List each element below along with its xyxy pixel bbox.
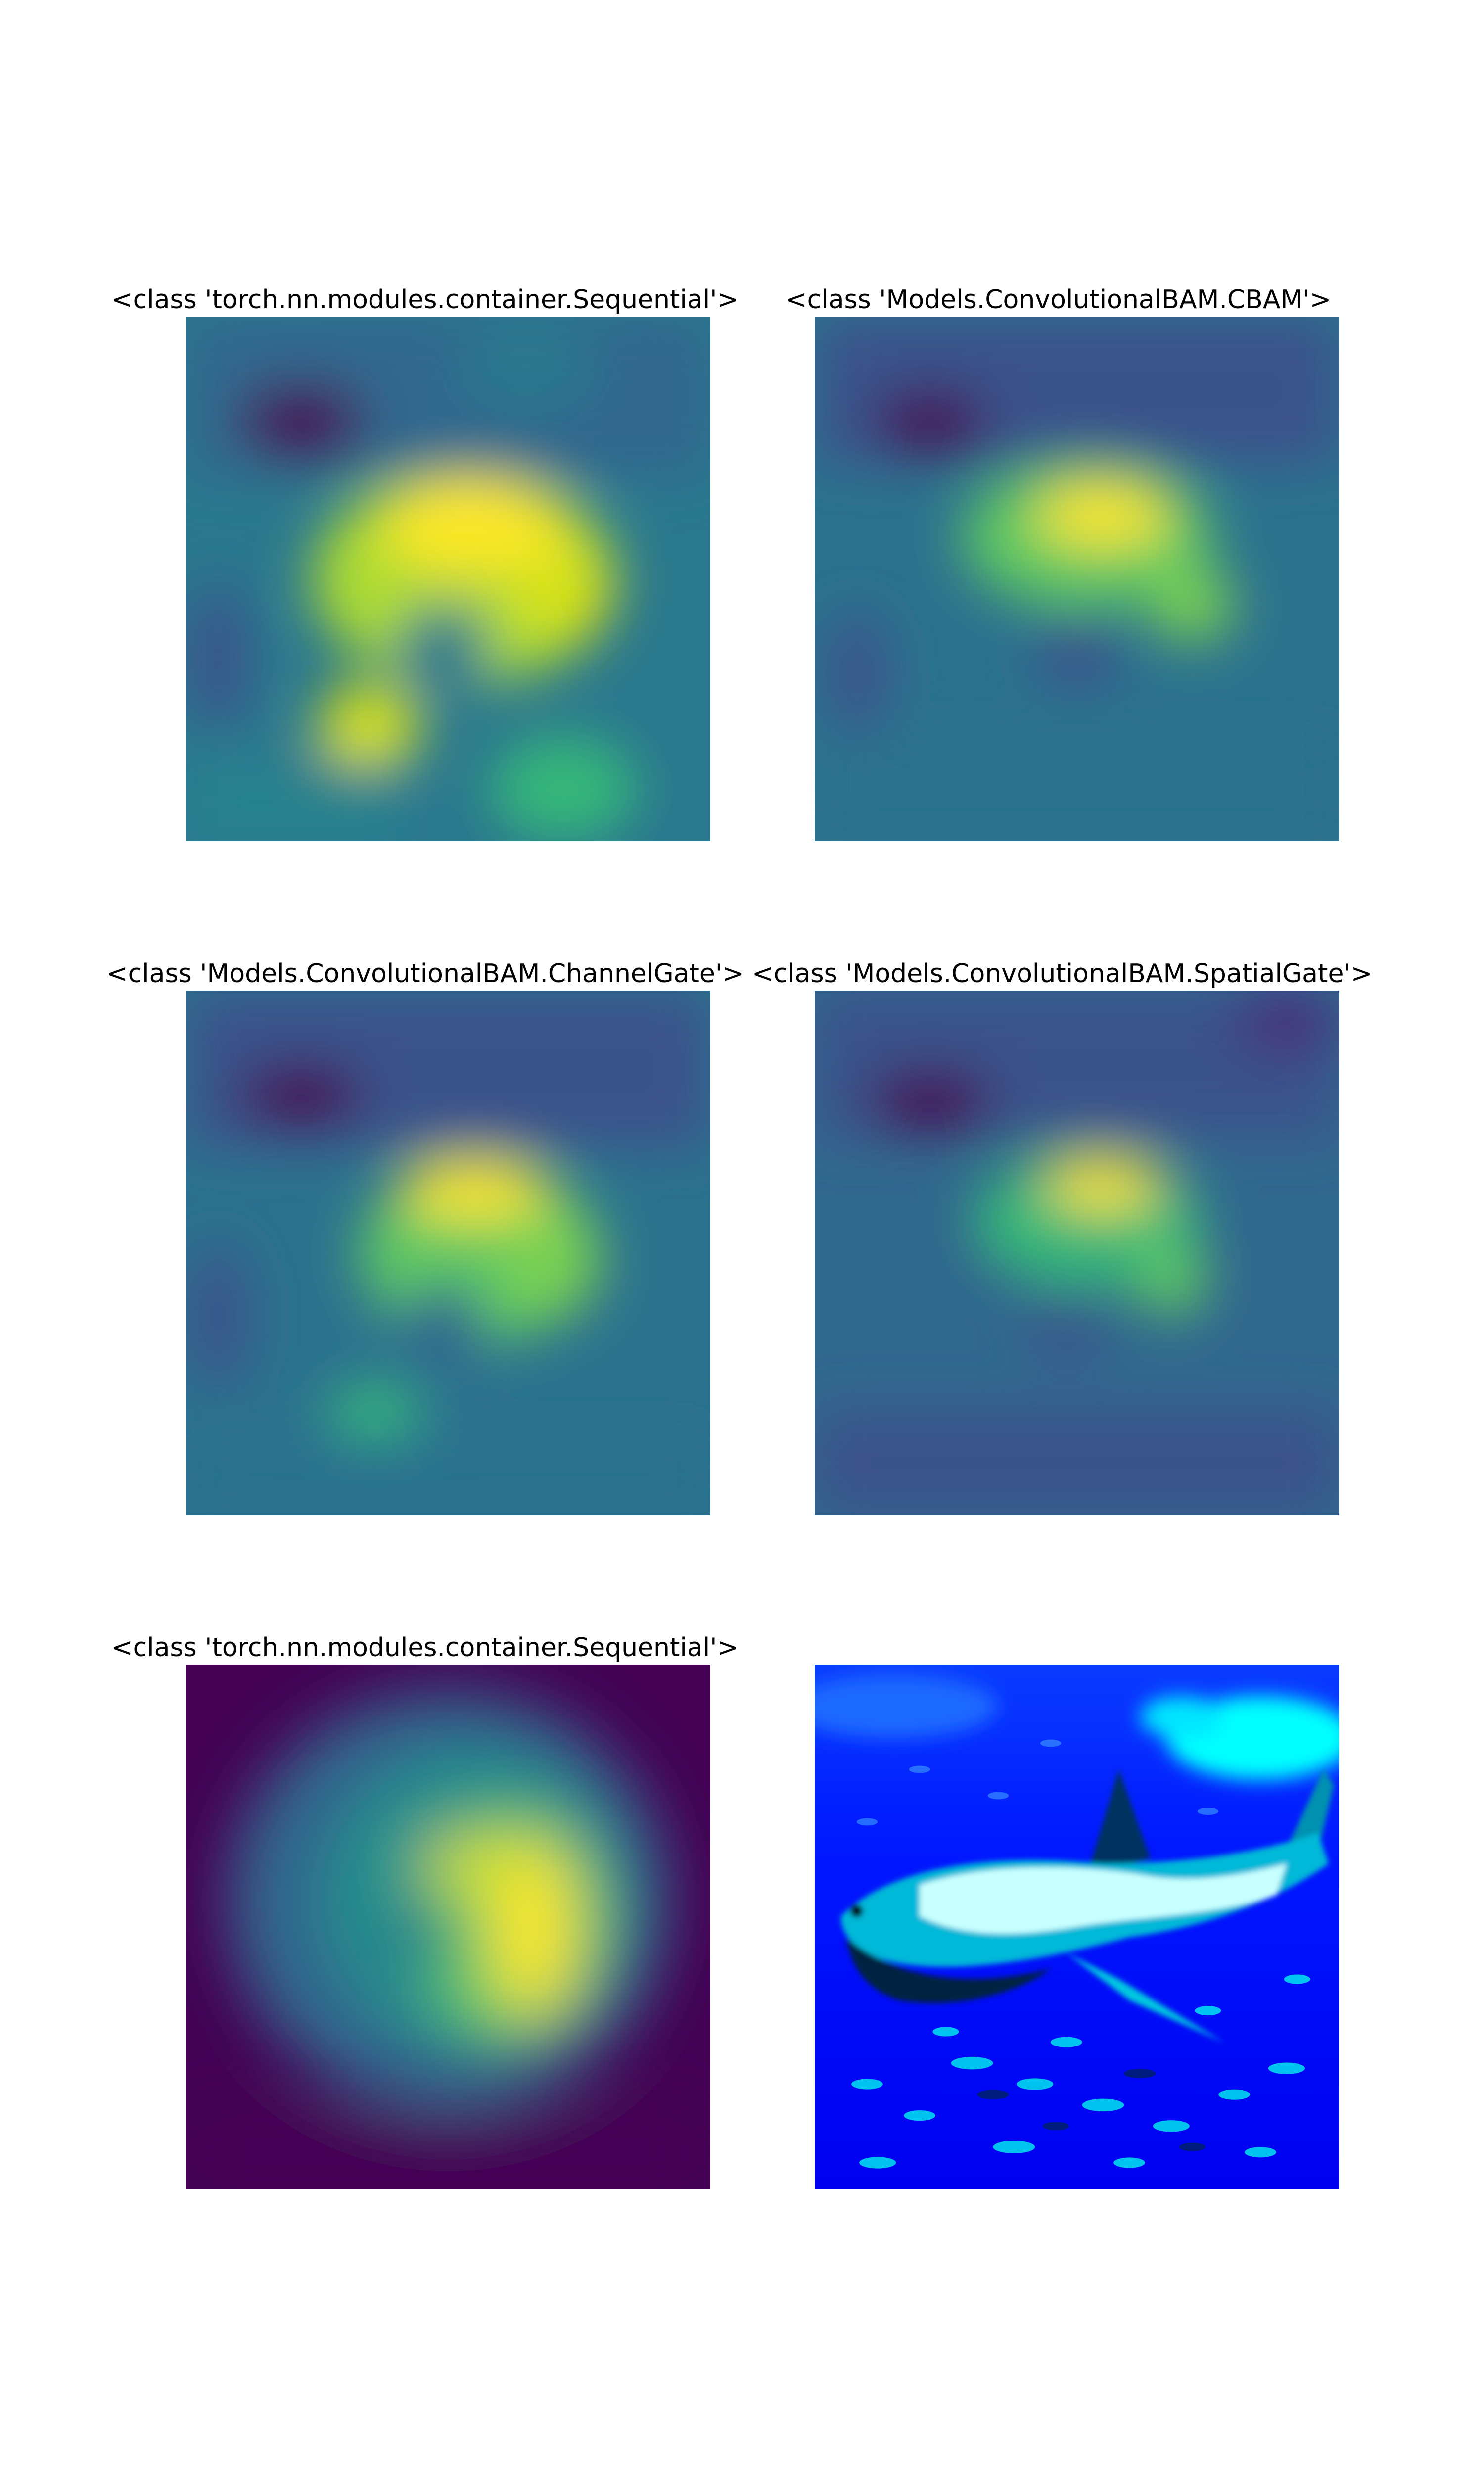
heatmap-cbam bbox=[815, 317, 1339, 841]
heatmap-channelgate bbox=[186, 991, 710, 1515]
heatmap-sequential-2 bbox=[186, 1665, 710, 2189]
heatmap-sequential-1 bbox=[186, 317, 710, 841]
input-image-shark bbox=[815, 1665, 1339, 2189]
panel-title-channelgate: <class 'Models.ConvolutionalBAM.ChannelG… bbox=[106, 959, 744, 989]
panel-title-sequential-1: <class 'torch.nn.modules.container.Seque… bbox=[111, 285, 739, 315]
heatmap-spatialgate bbox=[815, 991, 1339, 1515]
panel-title-cbam: <class 'Models.ConvolutionalBAM.CBAM'> bbox=[786, 285, 1332, 315]
panel-title-spatialgate: <class 'Models.ConvolutionalBAM.SpatialG… bbox=[752, 959, 1373, 989]
panel-title-sequential-2: <class 'torch.nn.modules.container.Seque… bbox=[111, 1633, 739, 1663]
